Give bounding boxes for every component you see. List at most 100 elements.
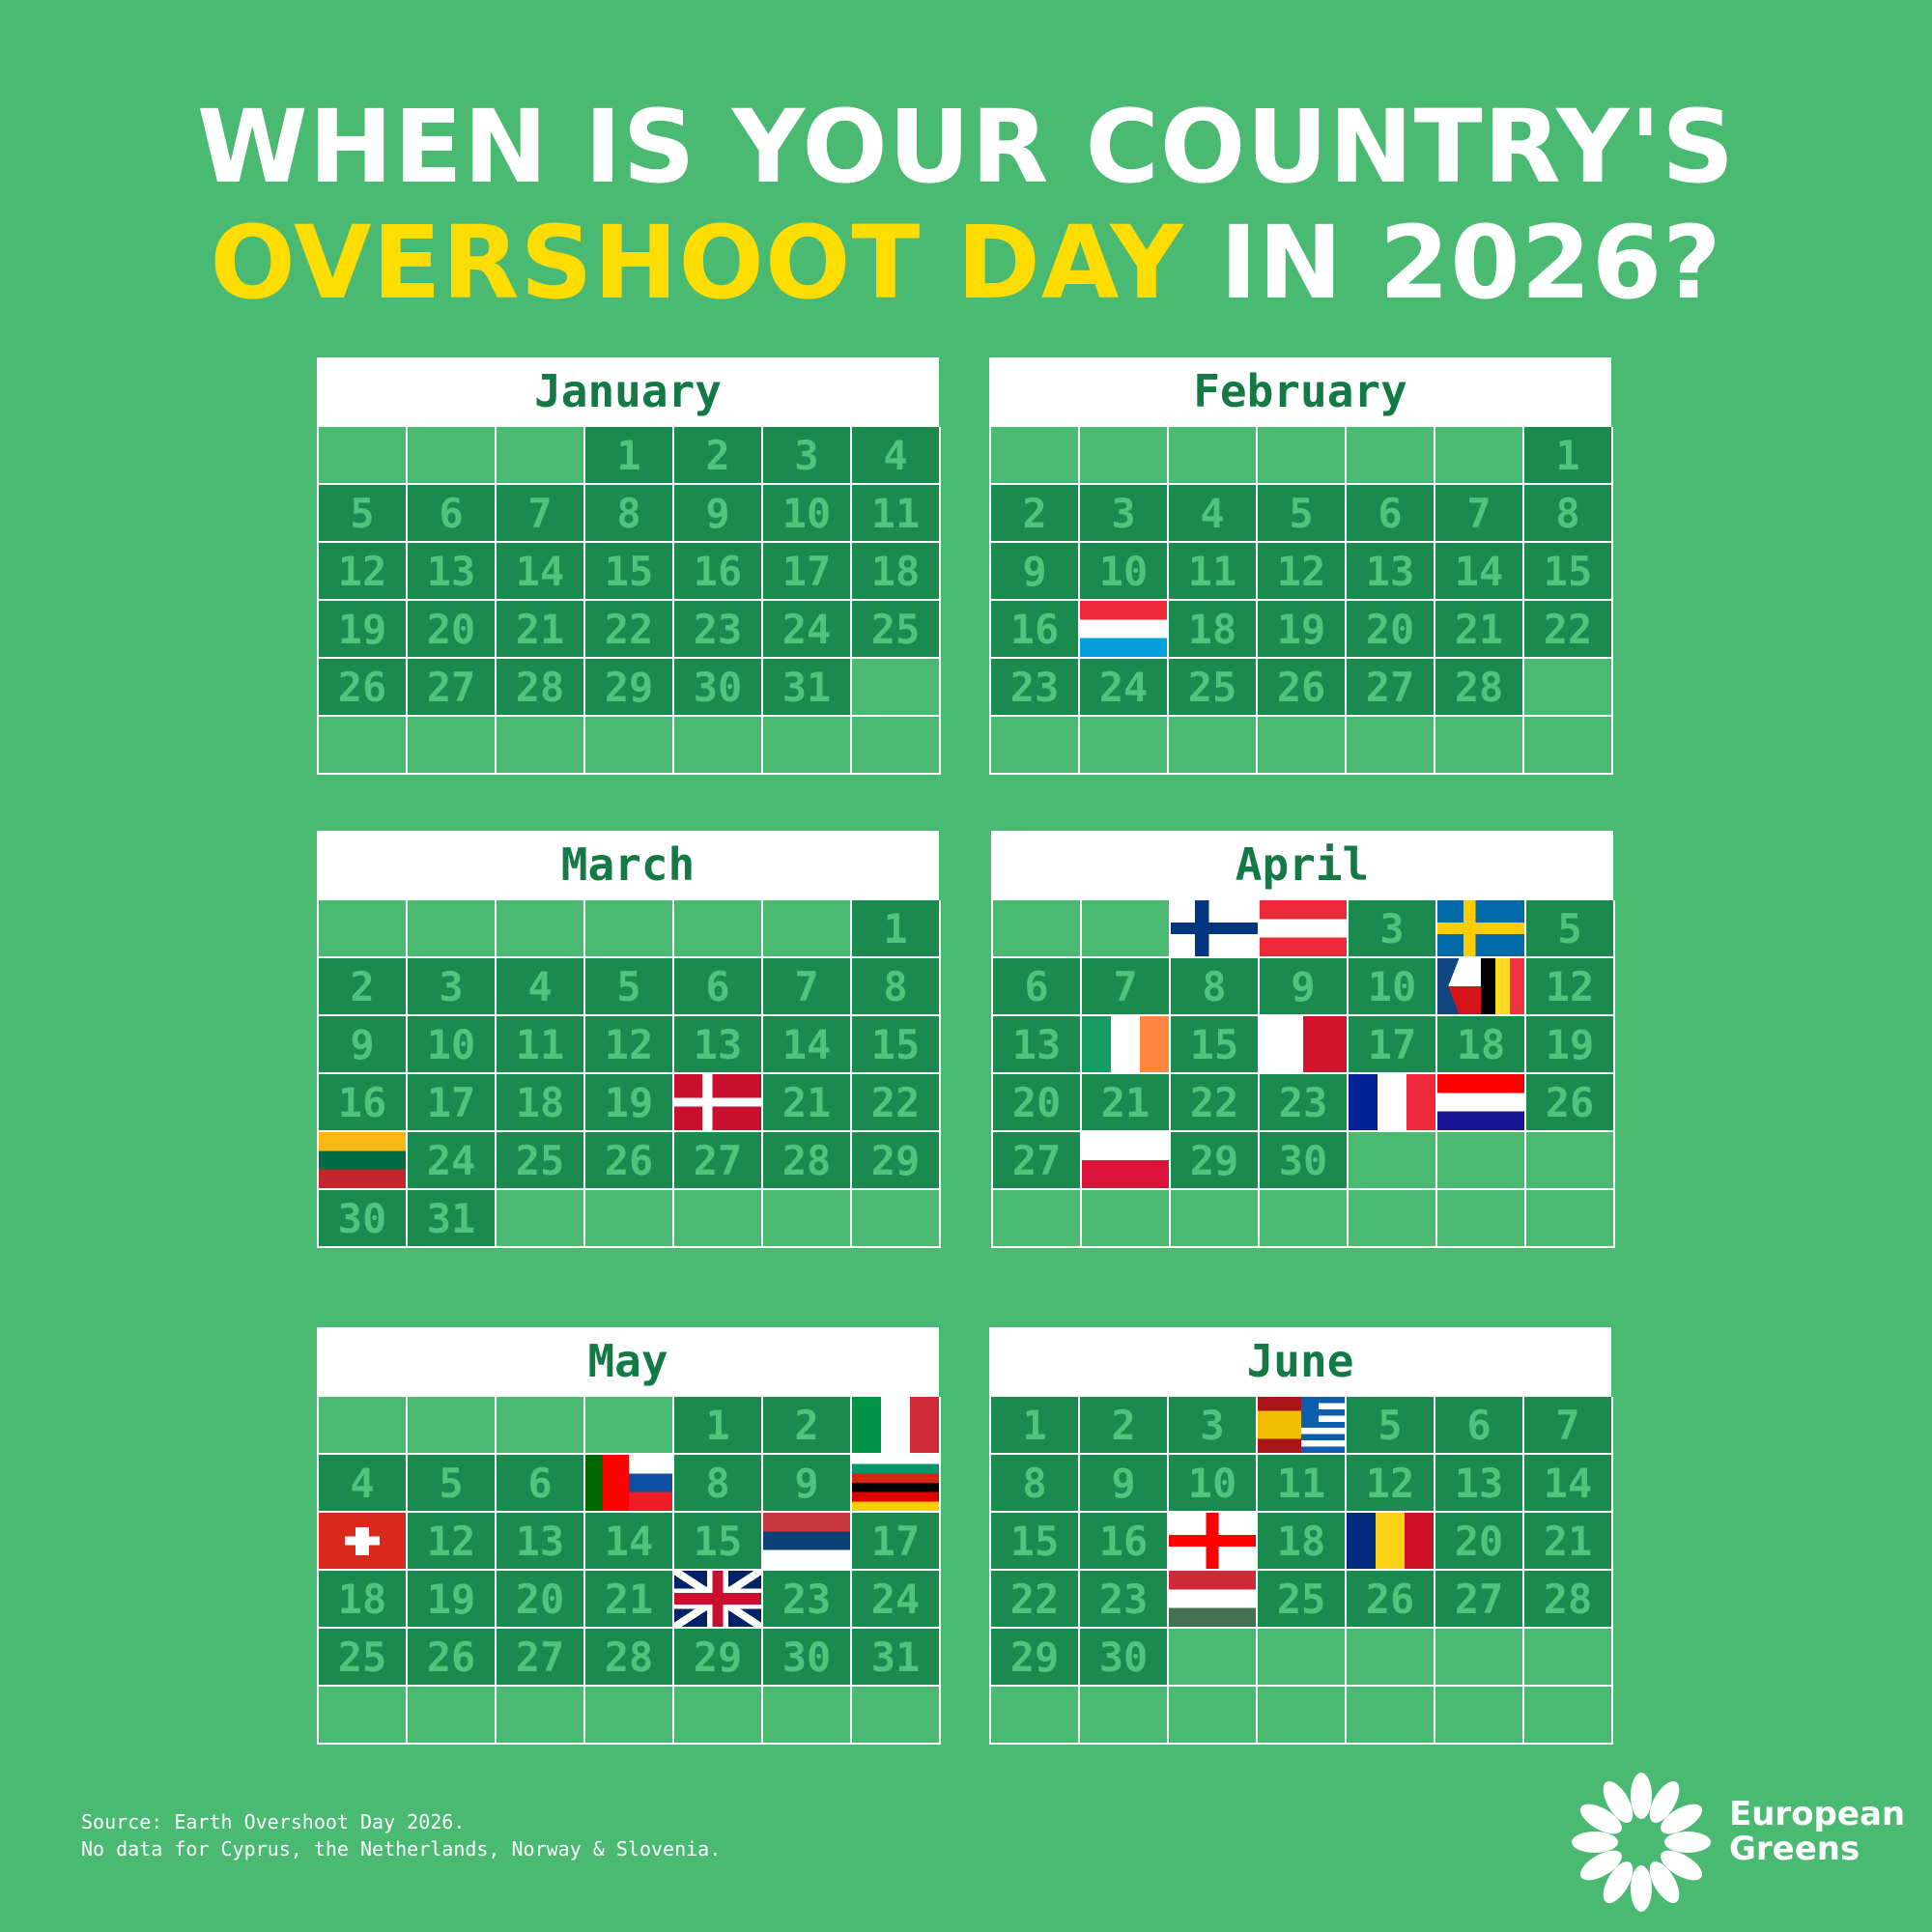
day-cell-flag	[319, 1513, 408, 1571]
day-cell-flag	[1169, 1513, 1258, 1571]
empty-cell	[1524, 717, 1613, 775]
day-cell: 6	[497, 1455, 585, 1513]
day-cell-flag	[763, 1513, 852, 1571]
day-cell: 3	[1169, 1397, 1258, 1455]
empty-cell	[497, 717, 585, 775]
day-cell: 7	[1524, 1397, 1613, 1455]
day-cell: 23	[1260, 1074, 1349, 1132]
day-cell: 18	[1437, 1016, 1526, 1074]
day-cell: 9	[763, 1455, 852, 1513]
day-cell: 5	[408, 1455, 497, 1513]
day-cell: 17	[763, 543, 852, 601]
day-cell: 9	[674, 485, 763, 543]
empty-cell	[674, 1687, 763, 1745]
day-cell: 5	[1526, 900, 1615, 958]
empty-cell	[1258, 1687, 1347, 1745]
day-cell: 25	[1169, 659, 1258, 717]
day-cell: 28	[1524, 1571, 1613, 1629]
day-cell: 26	[585, 1132, 674, 1190]
day-cell: 20	[1435, 1513, 1524, 1571]
month-grid: 1 2 3 5 6 7 8 9 10 11 12 13 14 15 16 18 20 21 22 23 25 26 27 28…	[989, 1395, 1613, 1745]
day-cell: 30	[674, 659, 763, 717]
day-cell: 19	[408, 1571, 497, 1629]
day-cell-flag	[1437, 900, 1526, 958]
day-cell: 18	[319, 1571, 408, 1629]
empty-cell	[852, 659, 941, 717]
day-cell-flag	[1080, 601, 1169, 659]
day-cell: 31	[763, 659, 852, 717]
day-cell: 31	[408, 1190, 497, 1248]
day-cell: 14	[497, 543, 585, 601]
day-cell: 30	[763, 1629, 852, 1687]
day-cell-flag	[852, 1455, 941, 1513]
page-title: WHEN IS YOUR COUNTRY'S OVERSHOOT DAY IN …	[0, 89, 1932, 321]
empty-cell	[497, 1687, 585, 1745]
empty-cell	[763, 900, 852, 958]
day-cell: 1	[852, 900, 941, 958]
day-cell: 24	[763, 601, 852, 659]
day-cell-flag	[1347, 1513, 1435, 1571]
empty-cell	[319, 1397, 408, 1455]
day-cell: 5	[319, 485, 408, 543]
greece-flag-icon	[1301, 1397, 1345, 1453]
day-cell: 22	[1171, 1074, 1260, 1132]
day-cell: 10	[1169, 1455, 1258, 1513]
day-cell: 27	[408, 659, 497, 717]
day-cell-flag	[1437, 958, 1526, 1016]
month-label: May	[317, 1327, 939, 1395]
day-cell: 6	[1435, 1397, 1524, 1455]
month-label: February	[989, 357, 1611, 425]
empty-cell	[497, 1397, 585, 1455]
day-cell: 25	[1258, 1571, 1347, 1629]
empty-cell	[991, 1687, 1080, 1745]
day-cell: 11	[1258, 1455, 1347, 1513]
day-cell: 9	[319, 1016, 408, 1074]
day-cell-flag	[674, 1074, 763, 1132]
day-cell: 9	[991, 543, 1080, 601]
empty-cell	[1435, 1629, 1524, 1687]
day-cell: 14	[1524, 1455, 1613, 1513]
empty-cell	[674, 1190, 763, 1248]
day-cell: 7	[1082, 958, 1171, 1016]
day-cell: 19	[1526, 1016, 1615, 1074]
day-cell: 2	[674, 427, 763, 485]
day-cell: 4	[852, 427, 941, 485]
sweden-flag-icon	[1437, 900, 1524, 956]
switzerland-flag-icon	[319, 1513, 406, 1569]
empty-cell	[319, 717, 408, 775]
day-cell: 20	[408, 601, 497, 659]
day-cell: 15	[674, 1513, 763, 1571]
day-cell: 12	[1258, 543, 1347, 601]
empty-cell	[852, 1190, 941, 1248]
calendar-march: March 1 2 3 4 5 6 7 8 9 10 11 12 13 14 15 16 17 18 19 21 22 2…	[317, 831, 941, 1248]
calendar-may: May 1 2 4 5 6 8 9 12 13 14 15 17 18 19 20 21 23 24 25 26 27 2…	[317, 1327, 941, 1745]
empty-cell	[1347, 1629, 1435, 1687]
empty-cell	[763, 717, 852, 775]
european-greens-flower-icon	[1572, 1773, 1711, 1912]
day-cell: 30	[1080, 1629, 1169, 1687]
day-cell-flag	[319, 1132, 408, 1190]
calendar-february: February 1 2 3 4 5 6 7 8 9 10 11 12 13 14 15 16 18 19 20 21…	[989, 357, 1613, 775]
day-cell: 19	[1258, 601, 1347, 659]
empty-cell	[408, 717, 497, 775]
calendar-june: June 1 2 3 5 6 7 8 9 10 11 12 13 14 15 16 18 20 21 22 23 25 2…	[989, 1327, 1613, 1745]
day-cell: 3	[763, 427, 852, 485]
day-cell: 18	[852, 543, 941, 601]
day-cell: 12	[585, 1016, 674, 1074]
day-cell: 23	[1080, 1571, 1169, 1629]
day-cell: 7	[497, 485, 585, 543]
empty-cell	[319, 900, 408, 958]
day-cell-flag	[1260, 900, 1349, 958]
day-cell: 29	[1171, 1132, 1260, 1190]
day-cell: 6	[1347, 485, 1435, 543]
empty-cell	[1347, 1687, 1435, 1745]
day-cell: 7	[763, 958, 852, 1016]
day-cell: 28	[497, 659, 585, 717]
month-label: June	[989, 1327, 1611, 1395]
empty-cell	[1435, 427, 1524, 485]
empty-cell	[408, 427, 497, 485]
empty-cell	[993, 1190, 1082, 1248]
day-cell-flag	[1349, 1074, 1437, 1132]
empty-cell	[1437, 1132, 1526, 1190]
day-cell: 4	[497, 958, 585, 1016]
